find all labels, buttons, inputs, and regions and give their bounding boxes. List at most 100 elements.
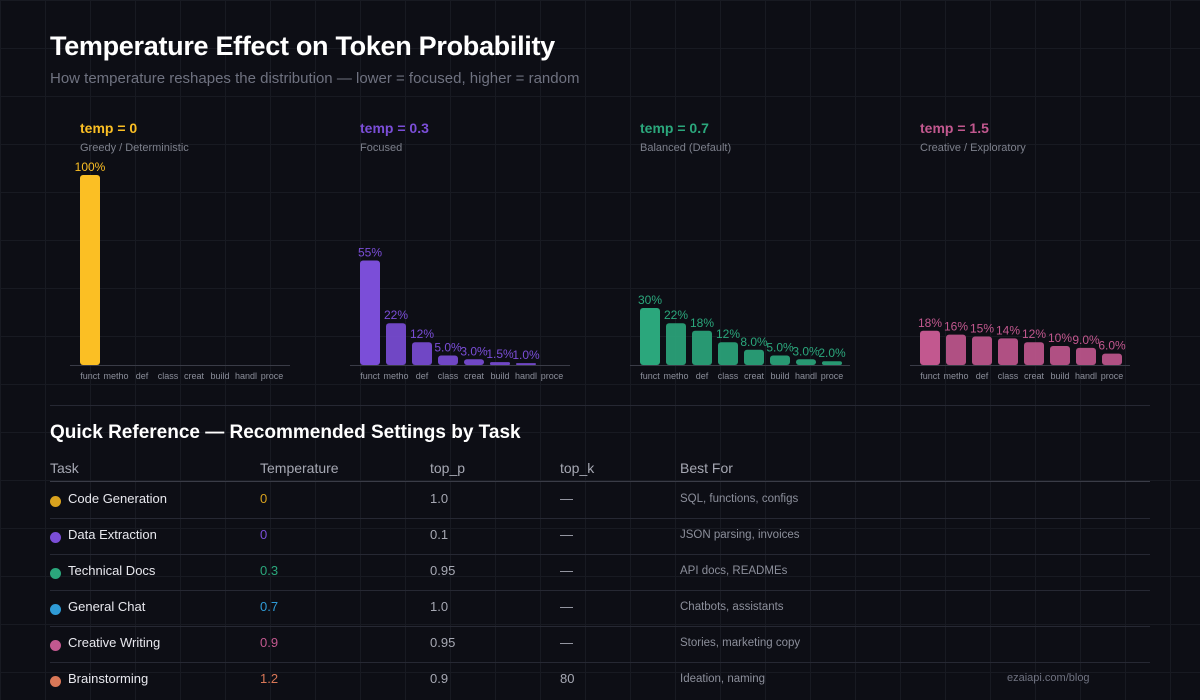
category-label: proce — [1101, 371, 1124, 381]
top-k-value: — — [560, 635, 573, 650]
table-row: Technical Docs 0.3 0.95 — API docs, READ… — [50, 554, 1150, 591]
bar — [744, 349, 764, 365]
table-row: Brainstorming 1.2 0.9 80 Ideation, namin… — [50, 662, 1150, 698]
temperature-value: 0 — [260, 491, 268, 506]
chart-subtitle: Focused — [360, 142, 403, 154]
reference-heading: Quick Reference — Recommended Settings b… — [50, 422, 521, 443]
category-label: funct — [640, 371, 660, 381]
data-label: 9.0% — [1072, 333, 1100, 347]
data-label: 10% — [1048, 331, 1072, 345]
bar — [770, 355, 790, 365]
category-label: metho — [943, 371, 968, 381]
category-label: handl — [235, 371, 257, 381]
bar — [946, 334, 966, 365]
category-label: handl — [515, 371, 537, 381]
category-label: build — [210, 371, 229, 381]
task-color-dot — [50, 568, 61, 579]
data-label: 8.0% — [740, 335, 768, 349]
data-label: 2.0% — [818, 346, 846, 360]
data-label: 22% — [384, 308, 408, 322]
table-row: Creative Writing 0.9 0.95 — Stories, mar… — [50, 626, 1150, 663]
task-color-dot — [50, 640, 61, 651]
category-label: def — [696, 371, 709, 381]
data-label: 16% — [944, 320, 968, 334]
category-label: proce — [261, 371, 284, 381]
section-divider — [50, 405, 1150, 406]
category-label: handl — [795, 371, 817, 381]
task-name: Data Extraction — [68, 527, 157, 542]
best-for-value: SQL, functions, configs — [680, 493, 799, 505]
chart-title: temp = 0.7 — [640, 120, 709, 136]
chart-title: temp = 0 — [80, 120, 138, 136]
table-row: Data Extraction 0 0.1 — JSON parsing, in… — [50, 518, 1150, 555]
data-label: 22% — [664, 308, 688, 322]
task-name: General Chat — [68, 599, 146, 614]
data-label: 3.0% — [792, 344, 820, 358]
table-header: Task Temperature top_p top_k Best For — [50, 460, 1150, 482]
category-label: metho — [103, 371, 128, 381]
temperature-value: 0.3 — [260, 563, 279, 578]
column-header-top-k: top_k — [560, 460, 595, 476]
task-name: Technical Docs — [68, 563, 156, 578]
bar — [1050, 346, 1070, 365]
bar — [464, 359, 484, 365]
category-label: class — [158, 371, 179, 381]
column-header-top-p: top_p — [430, 460, 466, 476]
table-row: General Chat 0.7 1.0 — Chatbots, assista… — [50, 590, 1150, 627]
bar — [386, 323, 406, 365]
top-p-value: 0.95 — [430, 635, 456, 650]
category-label: def — [416, 371, 429, 381]
chart-panel: temp = 0 Greedy / Deterministic 100% funct… — [70, 120, 350, 390]
data-label: 18% — [918, 316, 942, 330]
category-label: funct — [80, 371, 100, 381]
best-for-value: Ideation, naming — [680, 673, 766, 685]
data-label: 55% — [358, 246, 382, 260]
bar — [438, 355, 458, 365]
column-header-task: Task — [50, 460, 79, 476]
top-p-value: 1.0 — [430, 491, 449, 506]
top-p-value: 0.1 — [430, 527, 449, 542]
bar — [796, 359, 816, 365]
chart-subtitle: Greedy / Deterministic — [80, 142, 189, 154]
bar — [1076, 347, 1096, 365]
data-label: 30% — [638, 293, 662, 307]
category-label: build — [490, 371, 509, 381]
category-label: class — [718, 371, 739, 381]
category-label: def — [976, 371, 989, 381]
bar — [920, 330, 940, 365]
bar — [412, 342, 432, 365]
best-for-value: Chatbots, assistants — [680, 601, 784, 613]
data-label: 1.0% — [512, 348, 540, 362]
task-name: Code Generation — [68, 491, 168, 506]
category-label: funct — [920, 371, 940, 381]
best-for-value: API docs, READMEs — [680, 565, 788, 577]
category-label: creat — [744, 371, 765, 381]
chart-title: temp = 1.5 — [920, 120, 989, 136]
page-subtitle: How temperature reshapes the distributio… — [50, 70, 580, 87]
bar-chart: 100% funct metho def class creat build handl pro… — [70, 160, 290, 381]
bar — [972, 336, 992, 365]
temperature-value: 0.9 — [260, 635, 279, 650]
data-label: 100% — [75, 160, 106, 174]
chart-panel: temp = 1.5 Creative / Exploratory 18% func… — [910, 120, 1190, 390]
task-name: Creative Writing — [68, 635, 161, 650]
top-k-value: — — [560, 563, 573, 578]
data-label: 14% — [996, 323, 1020, 337]
bar — [516, 363, 536, 365]
category-label: funct — [360, 371, 380, 381]
chart-panel: temp = 0.7 Balanced (Default) 30% funct 22%… — [630, 120, 910, 390]
task-color-dot — [50, 532, 61, 543]
bar — [822, 361, 842, 365]
top-k-value: — — [560, 527, 573, 542]
category-label: handl — [1075, 371, 1097, 381]
best-for-value: JSON parsing, invoices — [680, 529, 800, 541]
bar — [80, 175, 100, 365]
temperature-value: 0 — [260, 527, 268, 542]
data-label: 12% — [716, 327, 740, 341]
bar — [360, 260, 380, 365]
source-url: ezaiapi.com/blog — [1007, 672, 1090, 684]
bar-chart: 30% funct 22% metho 18% def 12% class 8.0% creat 5… — [630, 293, 850, 381]
table-row: Code Generation 0 1.0 — SQL, functions, … — [50, 482, 1150, 519]
bar — [718, 342, 738, 365]
top-k-value: — — [560, 599, 573, 614]
